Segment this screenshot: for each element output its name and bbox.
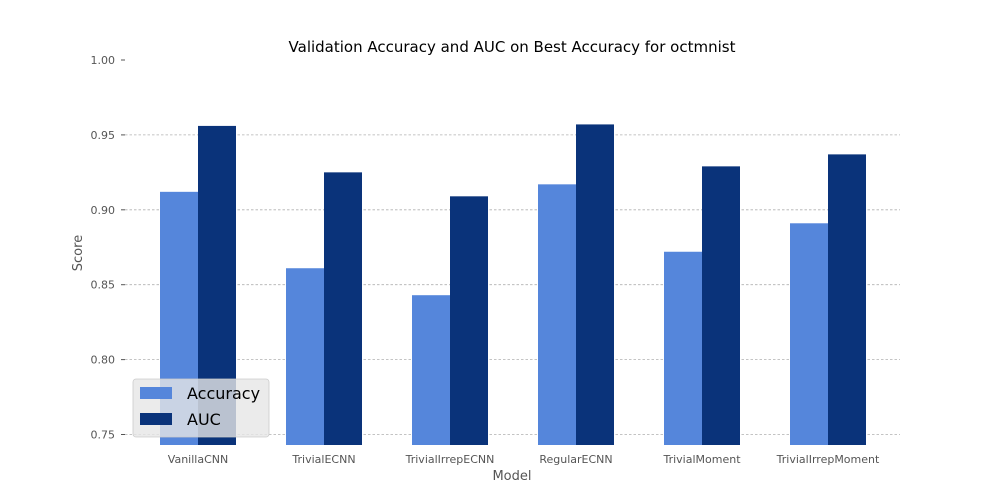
y-tick-label: 0.95	[91, 129, 116, 142]
x-tick-label: RegularECNN	[539, 453, 612, 466]
legend-label-accuracy: Accuracy	[187, 384, 260, 403]
bar-auc-regularecnn	[576, 124, 614, 445]
bar-auc-trivialecnn	[324, 172, 362, 446]
bar-accuracy-trivialirrepecnn	[412, 295, 450, 445]
bar-accuracy-trivialmoment	[664, 251, 702, 445]
x-axis-ticks: VanillaCNN TrivialECNN TrivialIrrepECNN Reg…	[168, 453, 880, 466]
bar-auc-trivialirrepecnn	[450, 196, 488, 445]
y-tick-label: 0.90	[91, 204, 116, 217]
y-tick-label: 1.00	[91, 54, 116, 67]
x-tick-label: TrivialMoment	[662, 453, 741, 466]
y-axis-label: Score	[71, 235, 86, 271]
x-tick-label: TrivialIrrepMoment	[776, 453, 880, 466]
chart-title: Validation Accuracy and AUC on Best Accu…	[289, 38, 736, 56]
legend: Accuracy AUC	[132, 378, 270, 438]
x-tick-label: VanillaCNN	[168, 453, 228, 466]
x-axis-label: Model	[492, 469, 531, 484]
bar-accuracy-trivialecnn	[286, 268, 324, 445]
y-axis-ticks: 0.75 0.80 0.85 0.90 0.95 1.00	[91, 54, 125, 442]
x-tick-label: TrivialIrrepECNN	[405, 453, 495, 466]
y-tick-label: 0.80	[91, 354, 116, 367]
legend-swatch-accuracy	[140, 387, 172, 399]
legend-swatch-auc	[140, 413, 172, 425]
y-tick-label: 0.75	[91, 429, 116, 442]
legend-label-auc: AUC	[187, 410, 221, 429]
bar-accuracy-trivialirrepmoment	[790, 223, 828, 445]
bar-auc-trivialmoment	[702, 166, 740, 445]
bar-auc-trivialirrepmoment	[828, 154, 866, 445]
grid-lines	[125, 134, 900, 435]
y-tick-label: 0.85	[91, 279, 116, 292]
bar-accuracy-regularecnn	[538, 184, 576, 446]
x-tick-label: TrivialECNN	[291, 453, 355, 466]
